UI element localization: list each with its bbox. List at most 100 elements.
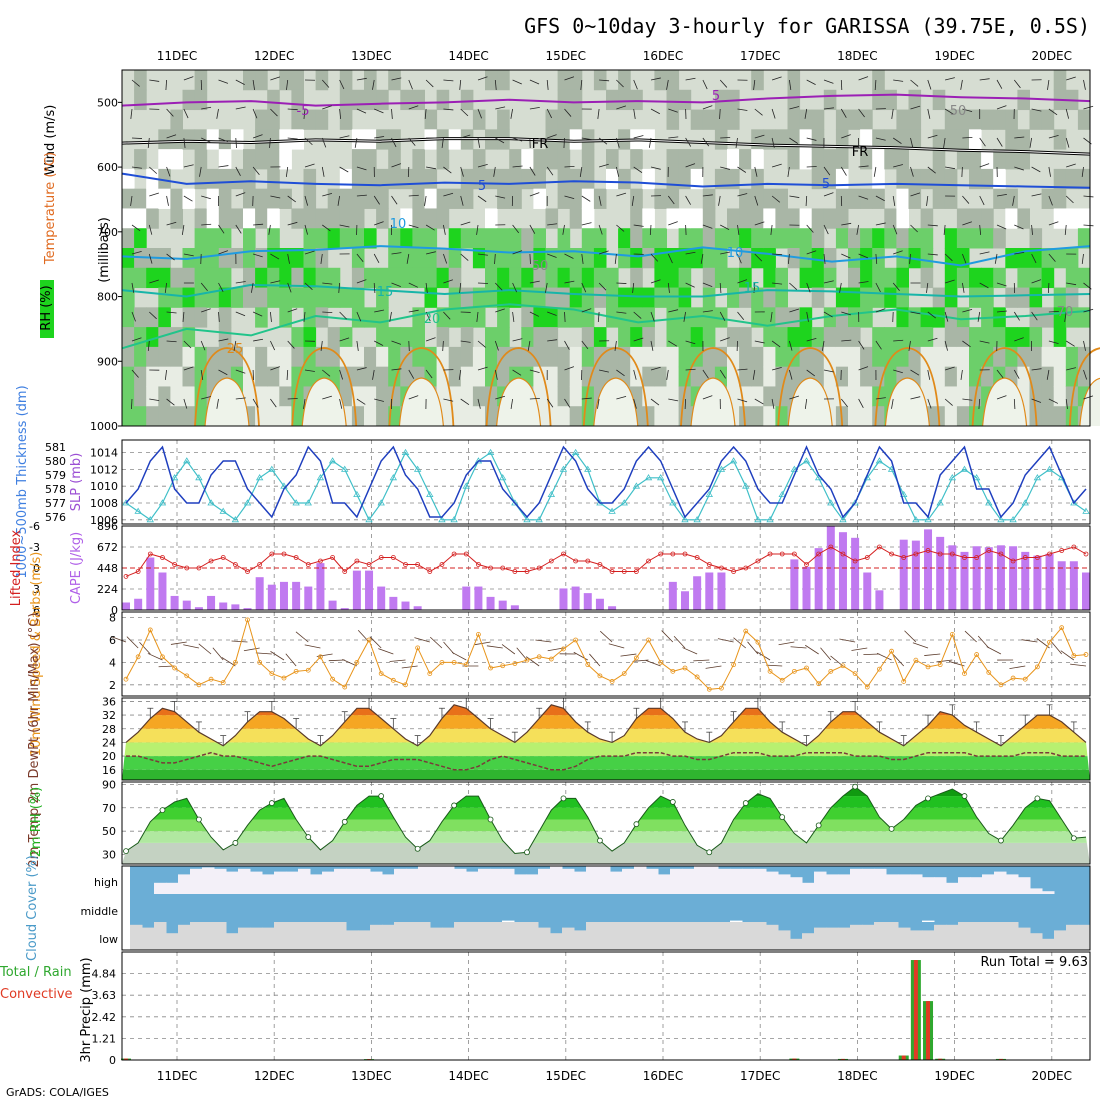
wind-barb <box>546 108 552 119</box>
wind-barb <box>1014 136 1025 139</box>
rh-cell <box>678 89 692 111</box>
rh-cell <box>678 346 692 368</box>
rh-cell <box>569 248 583 269</box>
rh-cell <box>509 188 522 209</box>
rh-cell <box>412 188 425 209</box>
wind-barb <box>252 79 255 90</box>
slp-point <box>219 507 227 514</box>
wind-barb <box>235 192 246 197</box>
wind-barb <box>425 311 431 322</box>
rh-cell <box>412 228 425 249</box>
wind-barb <box>477 340 486 348</box>
wind-barb <box>547 311 557 316</box>
wind-barb <box>443 224 446 235</box>
cloud-gap-low <box>766 924 779 950</box>
rh-cell <box>630 327 643 348</box>
rh-cell <box>1053 366 1067 387</box>
cloud-gap-low <box>142 927 155 950</box>
rh-point <box>742 800 749 806</box>
rh-cell <box>158 188 171 209</box>
rh-cell <box>376 89 389 111</box>
rh-cell <box>460 188 474 209</box>
rh-cell <box>388 327 401 348</box>
rh-cell <box>364 149 377 170</box>
wind-barb <box>443 253 448 264</box>
wind-barb <box>287 308 298 313</box>
wind-barb <box>510 108 513 119</box>
cape-bar <box>936 536 945 610</box>
rh-cell <box>351 287 365 308</box>
wind-barb <box>425 369 433 379</box>
wind-barb <box>616 79 624 88</box>
lifted-index-point <box>1022 555 1028 560</box>
rh-cell <box>618 70 631 91</box>
rh-cell <box>557 109 571 130</box>
rh-cell <box>884 208 897 229</box>
slp-point <box>839 516 847 523</box>
wind-barb <box>666 79 669 90</box>
lifted-index-point <box>257 562 263 567</box>
rh-cell <box>618 228 631 249</box>
wind-barb <box>685 251 696 255</box>
rh-cell <box>122 188 135 209</box>
wind-barb <box>183 137 186 148</box>
surface-wind-barb <box>682 647 698 655</box>
rh-cell <box>267 267 280 289</box>
rh-cell <box>122 248 135 269</box>
rh-point <box>597 837 603 844</box>
wind-barb <box>303 311 306 322</box>
lifted-index-point <box>1047 551 1052 557</box>
wind-barb <box>147 137 150 148</box>
wind-barb <box>547 134 557 139</box>
wind-barb <box>668 136 679 139</box>
rh-cell <box>521 168 534 190</box>
rh-legend-swatch <box>40 280 54 338</box>
wind-barb <box>320 253 323 264</box>
wind-barb <box>598 282 607 291</box>
wind-barb <box>771 398 775 409</box>
cloud-gap-high <box>274 871 287 894</box>
cape-bar <box>122 602 130 610</box>
slp-point <box>316 474 325 481</box>
wind-barb <box>1047 79 1050 90</box>
wind-barb <box>737 224 740 235</box>
rh-cell <box>581 168 595 190</box>
rh-cell <box>1029 109 1043 130</box>
wind-barb <box>1014 166 1024 171</box>
wind-barb <box>666 369 669 380</box>
rh-cell <box>1017 327 1030 348</box>
wind-barb <box>616 137 620 148</box>
rh-cell <box>823 267 837 289</box>
rh-cell <box>763 307 776 328</box>
wind-barb <box>702 282 713 288</box>
contour-label: 50 <box>950 104 967 119</box>
rh-cell <box>884 129 897 150</box>
rh-cell <box>569 346 583 368</box>
rh-cell <box>279 70 292 91</box>
wind-barb <box>1048 166 1051 177</box>
rh-cell <box>122 406 135 427</box>
surface-wind-barb <box>673 636 686 649</box>
cape-bar <box>279 581 288 610</box>
rh-cell <box>714 168 728 190</box>
rh-cell <box>412 248 425 269</box>
surface-wind-barb <box>876 652 892 661</box>
isotherm-25 <box>485 347 552 427</box>
wind-barb <box>633 79 638 90</box>
rh-cell <box>690 109 704 130</box>
wind-barb <box>909 253 911 264</box>
rh-cell <box>799 109 813 130</box>
rh-cell <box>872 346 885 368</box>
wind-barb <box>598 163 609 168</box>
surface-wind-barb <box>766 664 783 667</box>
cloud-gap-low <box>742 922 755 950</box>
rh-cell <box>593 287 607 308</box>
wind-barb <box>322 395 332 400</box>
wind-barb <box>668 398 679 402</box>
contour-label: 5 <box>478 179 486 194</box>
wind-barb <box>252 108 258 119</box>
surface-wind-barb <box>1051 641 1063 655</box>
rh-cell <box>497 70 510 91</box>
cloud-gap-high <box>562 868 575 894</box>
rh-cell <box>1029 228 1043 249</box>
